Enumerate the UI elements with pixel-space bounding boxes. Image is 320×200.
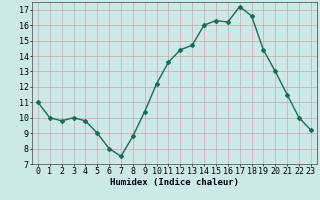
X-axis label: Humidex (Indice chaleur): Humidex (Indice chaleur) — [110, 178, 239, 187]
